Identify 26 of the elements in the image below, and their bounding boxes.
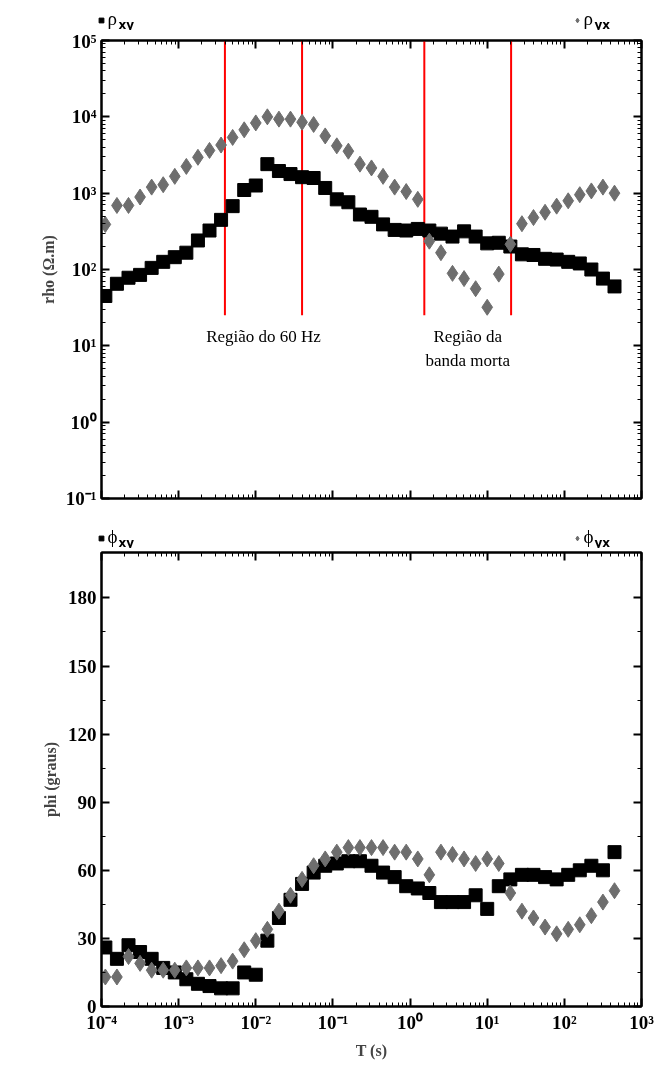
y-tick-label: 150 bbox=[68, 655, 97, 677]
x-tick-label: 10⁻¹ bbox=[317, 1011, 349, 1033]
x-tick-label: 10⁻³ bbox=[163, 1011, 195, 1033]
y-tick-label: 180 bbox=[68, 587, 97, 609]
y-tick-label: 10² bbox=[71, 259, 97, 280]
y-tick-label: 10¹ bbox=[71, 335, 97, 357]
y-tick-label: 90 bbox=[77, 791, 97, 813]
x-tick-label: 10¹ bbox=[474, 1011, 500, 1033]
y-tick-label: 60 bbox=[77, 859, 97, 881]
y-tick-label: 10⁰ bbox=[70, 411, 97, 433]
annotation: Região da banda morta bbox=[425, 326, 511, 371]
y-tick-label: 10⁴ bbox=[71, 106, 97, 128]
y-tick-label: 10³ bbox=[71, 182, 97, 204]
x-tick-label: 10² bbox=[552, 1011, 578, 1033]
y-tick-label: 30 bbox=[77, 927, 97, 949]
y-tick-label: 0 bbox=[87, 996, 97, 1017]
y-tick-label: 120 bbox=[68, 723, 97, 745]
x-tick-label: 10⁰ bbox=[397, 1011, 424, 1033]
x-tick-label: 10³ bbox=[629, 1011, 655, 1033]
annotation: Região do 60 Hz bbox=[206, 326, 322, 346]
y-tick-label: 10⁵ bbox=[71, 30, 97, 52]
y-axis-title: rho (Ω.m) bbox=[39, 235, 58, 304]
x-axis-title: T (s) bbox=[355, 1041, 387, 1060]
y-axis-title: phi (graus) bbox=[42, 741, 60, 818]
x-tick-label: 10⁻² bbox=[240, 1011, 272, 1033]
y-tick-label: 10⁻¹ bbox=[65, 488, 97, 509]
